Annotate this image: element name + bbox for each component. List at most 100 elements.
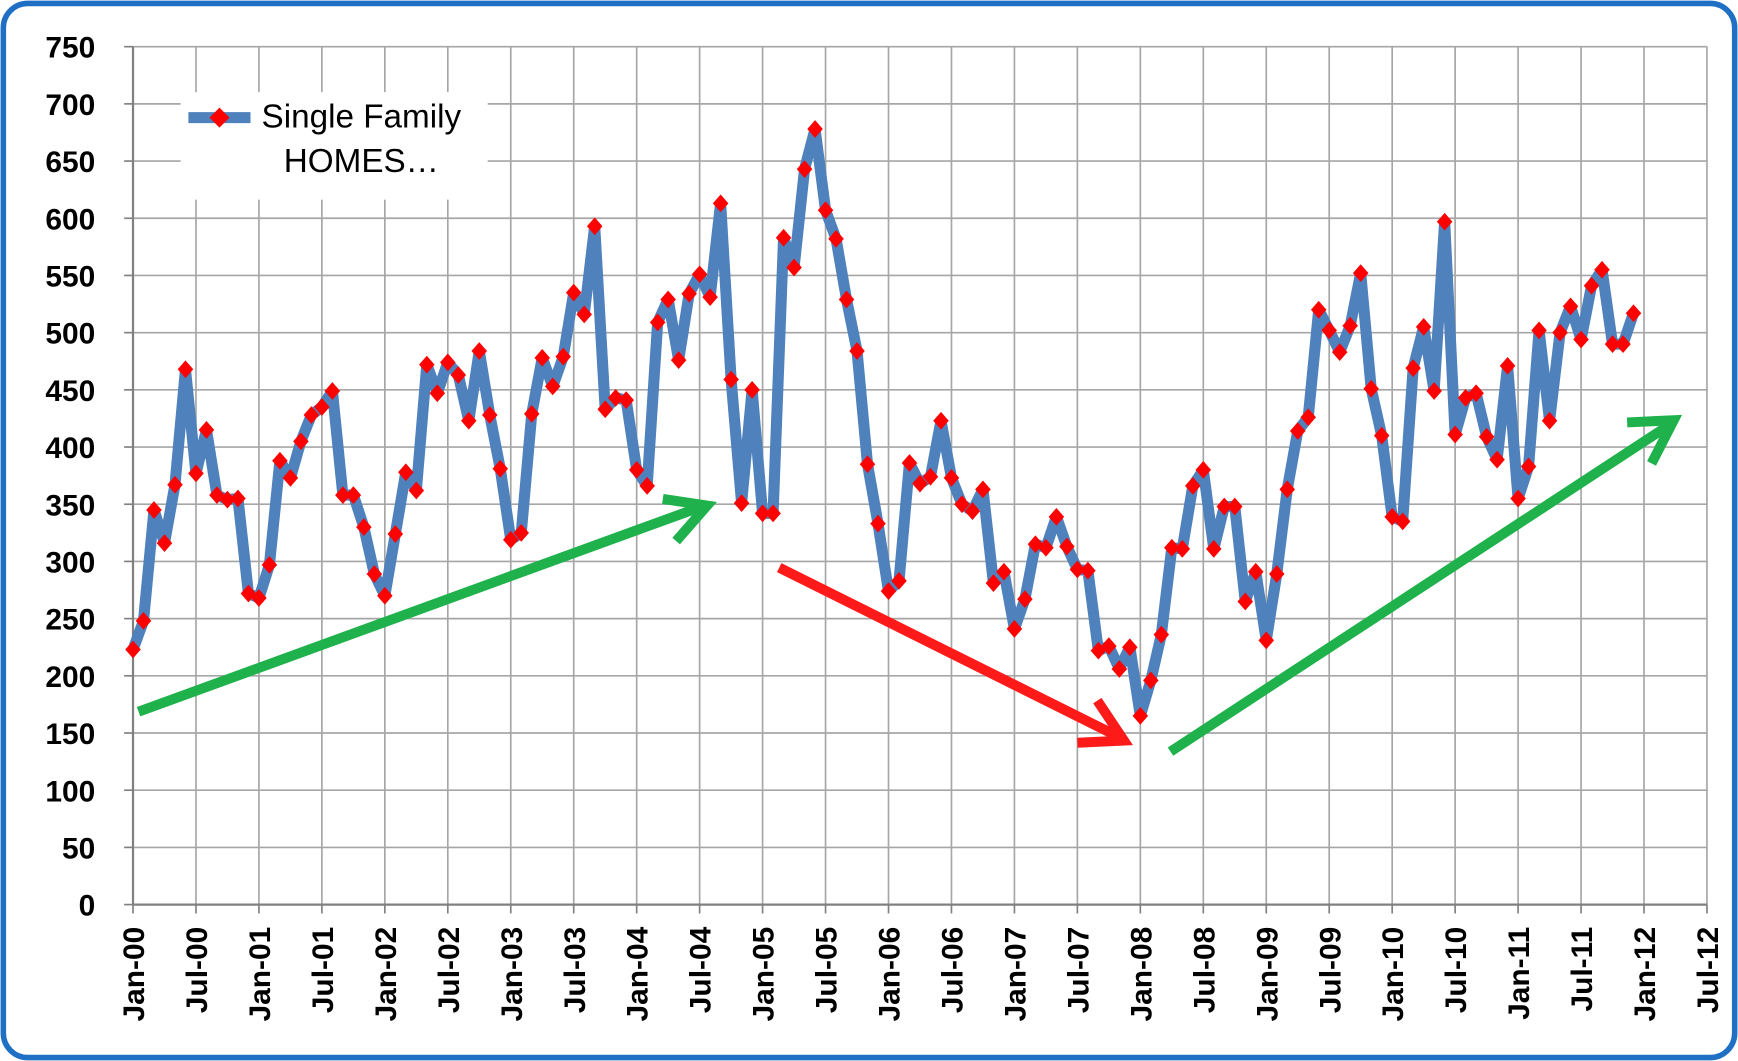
data-point (314, 398, 330, 416)
data-point (723, 370, 739, 389)
data-point (1268, 565, 1285, 583)
x-tick-label: Jul-10 (1440, 927, 1473, 1013)
data-point (901, 454, 918, 472)
y-tick-label: 500 (45, 318, 95, 351)
x-tick-label: Jul-00 (181, 927, 214, 1013)
data-point (1541, 411, 1558, 430)
data-point (765, 504, 781, 523)
data-point (733, 494, 750, 512)
data-point (523, 404, 540, 423)
data-point (1373, 426, 1390, 445)
data-point (639, 477, 655, 495)
legend-label-box: Single Family HOMES… (262, 99, 462, 180)
data-point (1059, 537, 1075, 556)
data-point (1352, 264, 1369, 283)
y-tick-label: 600 (45, 203, 95, 236)
y-tick-label: 150 (45, 718, 95, 751)
data-point (408, 481, 425, 500)
y-tick-label: 550 (45, 261, 95, 294)
data-point (345, 486, 362, 504)
data-point (859, 455, 876, 474)
y-tick-label: 50 (62, 832, 95, 865)
data-point (838, 290, 855, 309)
data-point (870, 514, 886, 533)
data-point (754, 504, 771, 523)
data-point (429, 384, 446, 403)
data-point (954, 495, 970, 514)
y-tick-label: 200 (45, 661, 95, 694)
y-tick-label: 400 (45, 432, 95, 465)
data-point (912, 474, 928, 493)
trend-arrow (776, 563, 1120, 741)
x-tick-label: Jan-05 (748, 927, 781, 1022)
data-point (586, 217, 603, 236)
data-point (1520, 457, 1537, 476)
data-point (775, 228, 792, 247)
data-point (356, 518, 372, 536)
data-point (1468, 384, 1484, 403)
data-point (1195, 461, 1212, 479)
data-point (167, 475, 183, 494)
x-tick-label: Jul-05 (811, 927, 844, 1013)
x-tick-label: Jan-08 (1125, 927, 1158, 1022)
data-point (1122, 638, 1138, 657)
data-point (828, 229, 844, 248)
legend: Single Family HOMES… (180, 92, 488, 200)
data-point (1394, 512, 1411, 531)
data-point (198, 421, 215, 439)
data-point (565, 283, 582, 302)
data-point (1594, 260, 1610, 279)
data-point (1006, 620, 1023, 638)
data-point (1510, 489, 1526, 508)
y-tick-label: 100 (45, 775, 95, 808)
data-point (471, 342, 488, 360)
data-point (177, 360, 194, 379)
data-point (366, 565, 383, 583)
data-point (492, 459, 509, 478)
data-point (670, 351, 687, 369)
x-tick-label: Jul-01 (307, 927, 340, 1013)
data-point (1478, 427, 1495, 446)
data-point (544, 377, 561, 396)
data-point (272, 451, 288, 470)
trend-arrow (136, 503, 701, 717)
data-point (398, 463, 414, 482)
x-tick-label: Jan-02 (370, 927, 403, 1022)
data-point (324, 382, 341, 400)
x-tick-label: Jan-07 (1000, 927, 1033, 1022)
x-tick-label: Jul-07 (1062, 927, 1095, 1013)
data-point (1499, 356, 1516, 375)
data-point (555, 347, 571, 366)
x-tick-label: Jul-04 (685, 926, 718, 1013)
data-point (188, 464, 204, 483)
data-point (618, 391, 634, 410)
data-point (1164, 538, 1180, 557)
trend-arrow (1167, 421, 1671, 756)
x-tick-label: Jan-10 (1377, 927, 1410, 1022)
data-point (461, 411, 477, 430)
x-tick-label: Jul-08 (1188, 927, 1221, 1013)
data-point (1185, 477, 1201, 495)
data-point (691, 265, 708, 284)
data-point (1615, 335, 1631, 353)
legend-marker (209, 107, 230, 128)
y-tick-label: 0 (79, 890, 96, 923)
y-tick-label: 700 (45, 89, 95, 122)
data-point (377, 586, 393, 605)
data-point (1562, 297, 1579, 316)
x-tick-label: Jan-09 (1251, 927, 1284, 1022)
x-tick-label: Jan-03 (496, 927, 529, 1022)
data-point (607, 388, 624, 407)
legend-box (180, 92, 488, 200)
x-tick-label: Jan-06 (874, 927, 907, 1022)
data-point (1436, 212, 1453, 231)
x-tick-label: Jul-11 (1566, 927, 1599, 1012)
data-point (450, 366, 467, 384)
data-point (419, 355, 435, 374)
data-point (660, 290, 676, 309)
data-point (1101, 637, 1117, 655)
x-tick-label: Jul-09 (1314, 927, 1347, 1013)
x-tick-label: Jan-00 (118, 927, 151, 1022)
